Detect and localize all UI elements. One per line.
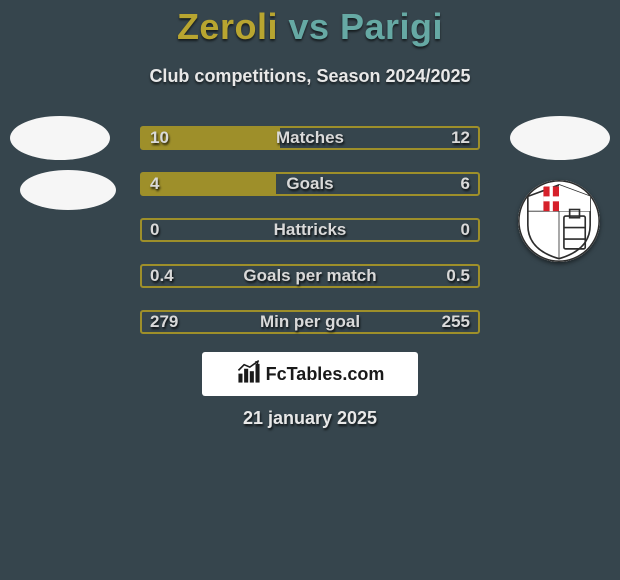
club-right-logo bbox=[518, 180, 600, 262]
club-left-logo-placeholder bbox=[20, 170, 116, 210]
brand-text: FcTables.com bbox=[266, 364, 385, 385]
stat-value-right: 6 bbox=[461, 174, 470, 194]
stat-value-left: 0 bbox=[150, 220, 159, 240]
stat-value-right: 12 bbox=[451, 128, 470, 148]
stat-value-right: 255 bbox=[442, 312, 470, 332]
subtitle: Club competitions, Season 2024/2025 bbox=[0, 66, 620, 87]
chart-icon bbox=[236, 359, 262, 390]
brand-badge[interactable]: FcTables.com bbox=[202, 352, 418, 396]
title-right: Parigi bbox=[340, 6, 443, 47]
bar-track: Goals per match0.4 0.5 bbox=[140, 264, 480, 288]
stat-row: Matches1012 bbox=[140, 126, 480, 150]
page-title: Zeroli vs Parigi bbox=[0, 0, 620, 48]
bar-track: Matches1012 bbox=[140, 126, 480, 150]
stat-value-right: 0.5 bbox=[446, 266, 470, 286]
stat-value-left: 10 bbox=[150, 128, 169, 148]
stat-row: Hattricks0 0 bbox=[140, 218, 480, 242]
stat-row: Goals46 bbox=[140, 172, 480, 196]
stat-row: Min per goal279 255 bbox=[140, 310, 480, 334]
player-left-avatar-placeholder bbox=[10, 116, 110, 160]
bar-track: Min per goal279 255 bbox=[140, 310, 480, 334]
stat-row: Goals per match0.4 0.5 bbox=[140, 264, 480, 288]
title-left: Zeroli bbox=[177, 6, 278, 47]
stat-label: Goals per match bbox=[142, 266, 478, 286]
bar-track: Goals46 bbox=[140, 172, 480, 196]
stat-value-left: 0.4 bbox=[150, 266, 174, 286]
bar-fill bbox=[142, 174, 276, 194]
stat-value-right: 0 bbox=[461, 220, 470, 240]
date-label: 21 january 2025 bbox=[0, 408, 620, 429]
player-right-avatar-placeholder bbox=[510, 116, 610, 160]
stat-label: Hattricks bbox=[142, 220, 478, 240]
title-vs: vs bbox=[278, 6, 340, 47]
stat-value-left: 4 bbox=[150, 174, 159, 194]
stat-label: Min per goal bbox=[142, 312, 478, 332]
stat-value-left: 279 bbox=[150, 312, 178, 332]
bar-track: Hattricks0 0 bbox=[140, 218, 480, 242]
